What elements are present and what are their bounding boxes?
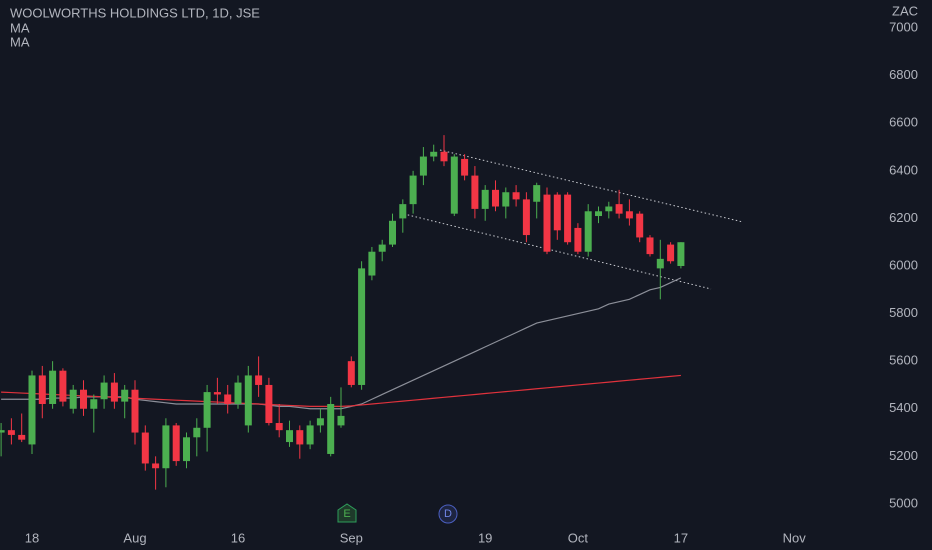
candle-body	[409, 175, 417, 205]
candle-body	[296, 430, 304, 445]
candle-body	[543, 194, 551, 252]
candle-body	[471, 175, 479, 209]
legend-entry: MA	[10, 20, 30, 35]
candle-body	[553, 194, 561, 231]
candle-body	[0, 430, 5, 433]
y-axis-label: ZAC	[892, 3, 918, 18]
candle-body	[347, 361, 355, 385]
candle-body	[152, 463, 160, 469]
candle-body	[378, 244, 386, 252]
candle-body	[224, 394, 232, 404]
candle-body	[131, 389, 139, 433]
candle-body	[172, 425, 180, 462]
candle-body	[18, 434, 26, 440]
candle-body	[419, 156, 427, 176]
candle-body	[49, 370, 57, 404]
candle-body	[399, 204, 407, 219]
y-tick-label: 6400	[889, 162, 918, 177]
candle-body	[605, 206, 613, 212]
plot	[0, 135, 685, 490]
candle-body	[512, 192, 520, 200]
candle-body	[327, 403, 335, 454]
candle-body	[316, 418, 324, 426]
candle-body	[656, 258, 664, 269]
candle-body	[213, 392, 221, 395]
candle-body	[265, 384, 273, 424]
candle-body	[430, 151, 438, 157]
chart-title: WOOLWORTHS HOLDINGS LTD, 1D, JSE	[10, 5, 260, 20]
x-tick-label: Sep	[340, 530, 363, 545]
candle-body	[533, 185, 541, 202]
candle-body	[646, 237, 654, 255]
candle-body	[69, 389, 77, 409]
candle-body	[162, 425, 170, 469]
x-tick-label: Oct	[568, 530, 589, 545]
y-tick-label: 6800	[889, 67, 918, 82]
candle-body	[28, 375, 36, 445]
candle-body	[358, 268, 366, 385]
candle-body	[38, 375, 46, 404]
candle-body	[625, 211, 633, 219]
legend-entry: MA	[10, 34, 30, 49]
y-tick-label: 5800	[889, 305, 918, 320]
y-tick-label: 5400	[889, 400, 918, 415]
candle-body	[492, 189, 499, 207]
candle-body	[595, 211, 602, 217]
candle-body	[306, 425, 314, 445]
candle-body	[636, 213, 644, 238]
y-tick-label: 5600	[889, 353, 918, 368]
candle-body	[100, 382, 108, 400]
candle-body	[615, 204, 623, 214]
y-tick-label: 5000	[889, 495, 918, 510]
event-badge[interactable]	[438, 504, 458, 524]
y-tick-label: 7000	[889, 20, 918, 35]
candle-body	[564, 194, 572, 243]
candle-body	[677, 242, 685, 266]
candle-body	[141, 432, 149, 464]
y-tick-label: 6200	[889, 210, 918, 225]
candle-body	[275, 423, 283, 431]
candle-body	[522, 199, 530, 236]
candle-body	[286, 430, 293, 443]
event-badge[interactable]	[337, 503, 357, 523]
candle-body	[234, 382, 242, 404]
candle-body	[584, 211, 592, 252]
candle-body	[337, 415, 345, 426]
candle-body	[255, 375, 263, 385]
y-tick-label: 5200	[889, 448, 918, 463]
candle-body	[59, 370, 67, 402]
x-tick-label: 17	[674, 530, 688, 545]
candle-body	[440, 151, 448, 162]
event-label[interactable]: E	[343, 508, 350, 520]
x-tick-label: 19	[478, 530, 492, 545]
candle-body	[502, 192, 510, 207]
candle-body	[389, 220, 396, 245]
candle-body	[244, 375, 252, 426]
candle-body	[203, 392, 211, 428]
candle-body	[574, 227, 582, 252]
candle-body	[667, 244, 675, 262]
candle-body	[193, 427, 201, 438]
event-label[interactable]: D	[444, 508, 452, 520]
candle-body	[481, 189, 489, 209]
x-tick-label: Aug	[123, 530, 146, 545]
candle-body	[80, 389, 87, 409]
candle-body	[110, 382, 118, 402]
candle-body	[121, 389, 129, 402]
candle-body	[450, 156, 458, 214]
candle-body	[90, 399, 98, 409]
candle-body	[183, 437, 190, 462]
trend-line	[399, 212, 712, 290]
x-tick-label: 18	[25, 530, 39, 545]
candle-body	[461, 158, 469, 176]
candle-body	[7, 430, 15, 435]
y-tick-label: 6000	[889, 257, 918, 272]
y-tick-label: 6600	[889, 115, 918, 130]
candle-body	[368, 251, 376, 276]
x-tick-label: Nov	[783, 530, 807, 545]
x-tick-label: 16	[231, 530, 245, 545]
